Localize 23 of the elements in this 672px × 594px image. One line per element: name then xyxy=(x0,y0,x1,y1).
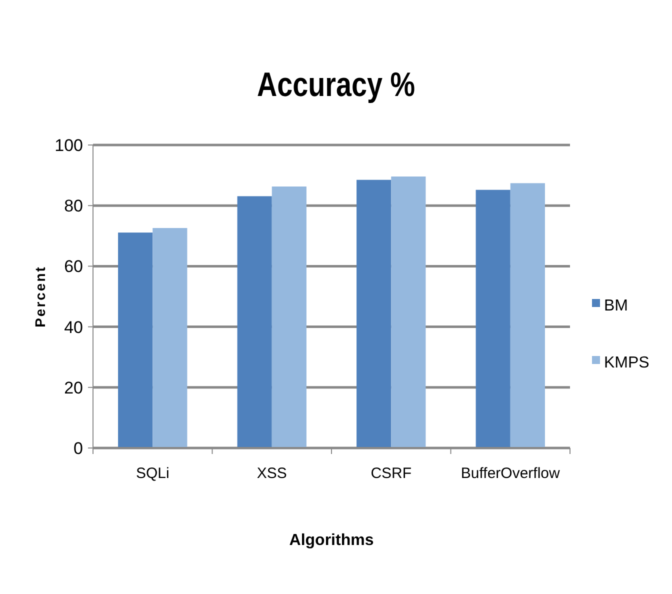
y-tick-label: 100 xyxy=(54,136,83,155)
bar xyxy=(476,190,510,448)
x-tick-label: CSRF xyxy=(370,465,412,482)
x-tick-label: SQLi xyxy=(136,465,170,482)
chart-title: Accuracy % xyxy=(256,65,416,104)
bar xyxy=(272,186,306,448)
legend-label: BM xyxy=(604,298,628,315)
bar xyxy=(237,196,272,448)
bar xyxy=(356,180,392,448)
y-axis-title: Percent xyxy=(32,266,48,328)
bar xyxy=(118,232,153,448)
y-tick-label: 20 xyxy=(64,378,83,398)
bar xyxy=(152,228,188,448)
bar xyxy=(510,183,545,448)
y-tick-label: 80 xyxy=(64,196,83,216)
y-tick-label: 40 xyxy=(64,318,83,337)
x-axis-title: Algorithms xyxy=(289,532,374,549)
legend-label: KMPS xyxy=(604,354,650,372)
x-tick-label: BufferOverflow xyxy=(460,465,560,482)
x-tick-label: XSS xyxy=(256,465,287,482)
y-tick-label: 0 xyxy=(74,438,83,458)
bar xyxy=(391,176,426,448)
y-tick-label: 60 xyxy=(64,257,83,276)
